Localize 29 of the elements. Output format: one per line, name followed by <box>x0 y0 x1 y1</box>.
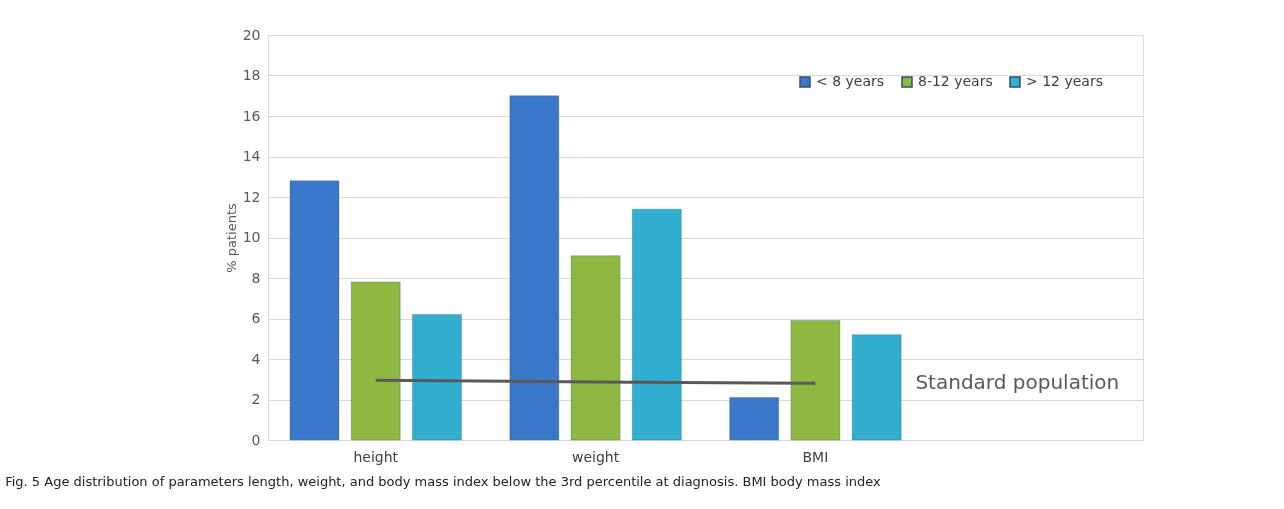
bar <box>350 281 401 441</box>
y-tick-label: 16 <box>242 107 261 124</box>
bar <box>729 396 780 441</box>
y-tick-label: 12 <box>242 188 261 205</box>
x-tick-label: weight <box>571 448 620 465</box>
x-tick-label: BMI <box>802 448 829 465</box>
bar <box>790 320 841 441</box>
bar <box>570 255 621 441</box>
text: Standard population <box>915 370 1120 395</box>
y-tick-label: 14 <box>242 148 261 164</box>
bar <box>851 334 902 441</box>
bar <box>631 208 682 441</box>
y-tick-label: 10 <box>242 229 261 245</box>
legend-label: 8-12 years <box>918 73 993 89</box>
y-axis-title: % patients <box>223 203 239 273</box>
bar <box>411 313 462 441</box>
bar <box>289 180 340 441</box>
caption: Fig. 5 Age distribution of parameters length, weight, and body mass index below the 3rd percentile at diagnosis. BMI body mass index <box>5 474 882 489</box>
x-tick-label: height <box>353 448 399 465</box>
legend-label: > 12 years <box>1026 73 1103 89</box>
y-tick-label: 6 <box>251 310 261 326</box>
y-tick-label: 2 <box>251 391 261 407</box>
y-tick-label: 18 <box>242 67 261 83</box>
y-tick-label: 8 <box>251 269 261 286</box>
y-tick-label: 4 <box>251 350 261 367</box>
legend-label: < 8 years <box>816 73 885 89</box>
bar <box>509 95 560 441</box>
y-tick-label: 20 <box>242 26 261 43</box>
y-tick-label: 0 <box>251 431 261 448</box>
